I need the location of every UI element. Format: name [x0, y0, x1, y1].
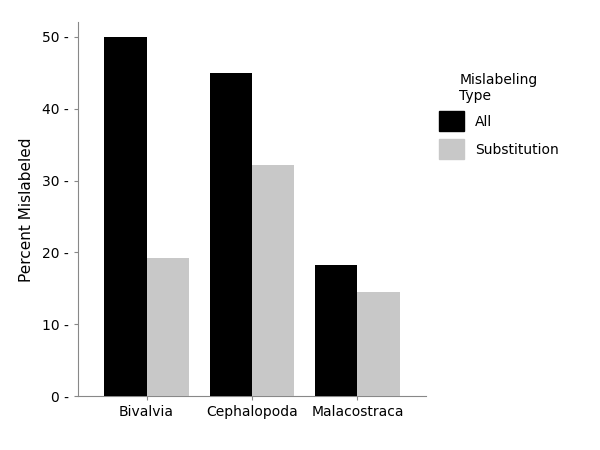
Bar — [210, 73, 252, 396]
Bar — [146, 258, 189, 396]
Bar — [104, 37, 146, 396]
Bar — [252, 165, 294, 396]
Bar — [315, 266, 358, 396]
Y-axis label: Percent Mislabeled: Percent Mislabeled — [19, 137, 34, 282]
Legend: All, Substitution: All, Substitution — [433, 68, 564, 165]
Bar — [358, 292, 400, 396]
